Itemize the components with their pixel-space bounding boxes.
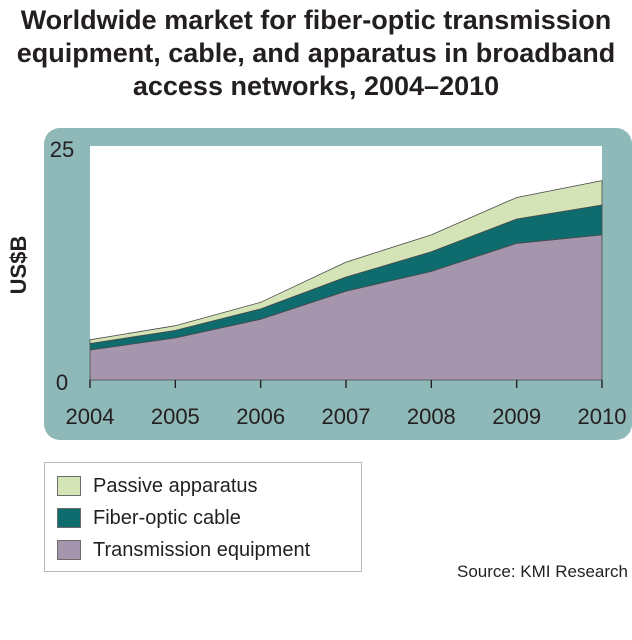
area-passive-apparatus	[89, 180, 603, 344]
legend: Passive apparatus Fiber-optic cable Tran…	[44, 462, 362, 572]
x-tick-label: 2005	[151, 404, 200, 429]
x-tick-label: 2006	[236, 404, 285, 429]
legend-swatch-passive-apparatus	[57, 476, 81, 496]
legend-item-transmission-equipment: Transmission equipment	[57, 537, 310, 563]
x-tick-group: 2004 2005 2006 2007 2008 2009 2010	[66, 380, 627, 429]
x-tick-label: 2009	[492, 404, 541, 429]
legend-swatch-fiber-optic-cable	[57, 508, 81, 528]
x-tick-label: 2004	[66, 404, 115, 429]
x-tick-label: 2007	[322, 404, 371, 429]
legend-label: Fiber-optic cable	[93, 506, 241, 529]
area-series-group	[89, 180, 603, 381]
source-note: Source: KMI Research	[456, 562, 628, 581]
y-tick-label: 0	[56, 370, 68, 395]
chart-title-line: Worldwide market for fiber-optic transmi…	[20, 5, 612, 35]
x-tick-label: 2008	[407, 404, 456, 429]
x-tick-label: 2010	[578, 404, 627, 429]
y-axis-label: US$B	[6, 236, 31, 295]
y-tick-label: 25	[50, 137, 74, 162]
chart-title-line: access networks, 2004–2010	[132, 71, 500, 101]
legend-label: Transmission equipment	[93, 538, 311, 561]
legend-swatch-transmission-equipment	[57, 540, 81, 560]
legend-label: Passive apparatus	[93, 474, 258, 497]
chart-title-line: equipment, cable, and apparatus in broad…	[16, 38, 616, 68]
legend-item-fiber-optic-cable: Fiber-optic cable	[57, 505, 241, 531]
chart-title: Worldwide market for fiber-optic transmi…	[0, 4, 632, 103]
legend-item-passive-apparatus: Passive apparatus	[57, 473, 258, 499]
